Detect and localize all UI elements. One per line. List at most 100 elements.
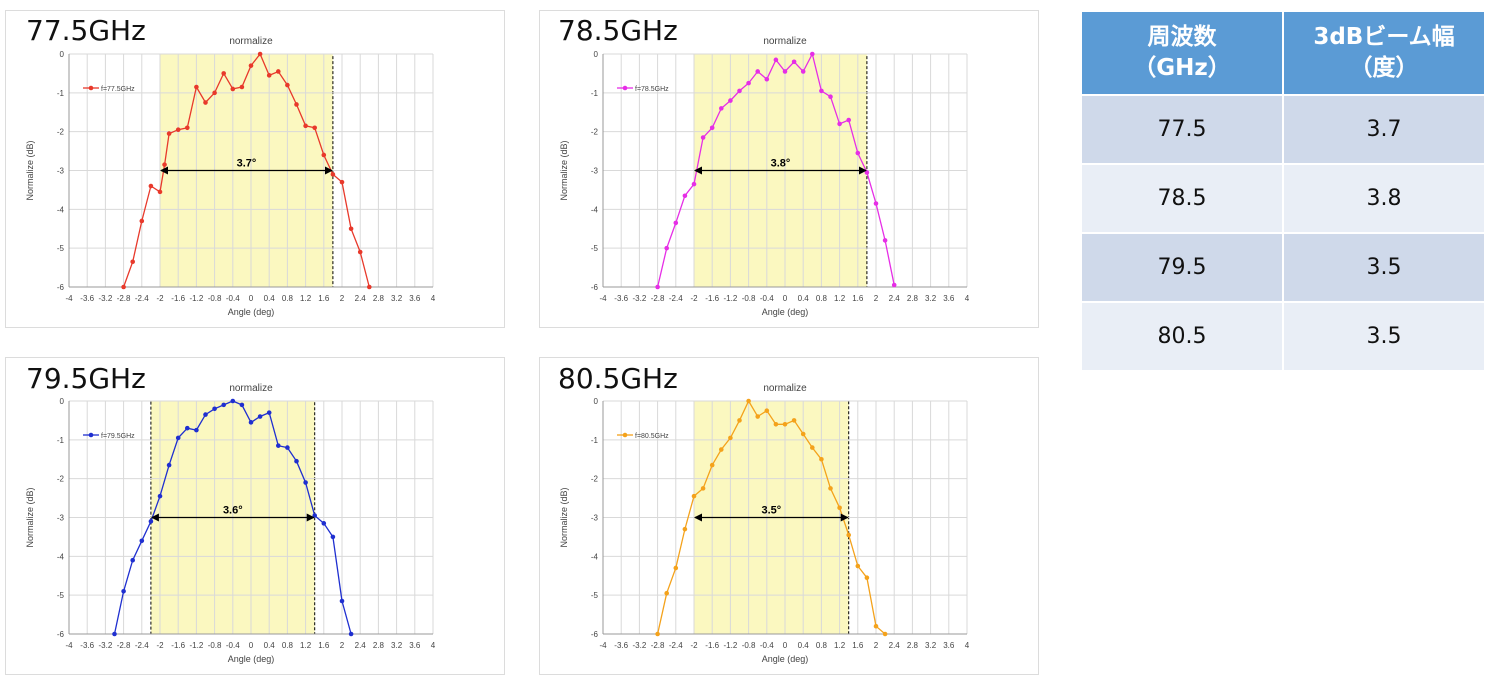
chart-panel-78-5: normalize -4 -3.6 -3.2 -2.8 -2.4 -2 -1.6 -1.2 -0.… <box>539 10 1039 328</box>
y-tick-label: -5 <box>57 244 65 253</box>
x-tick-label: -2.4 <box>135 294 149 303</box>
header-beamwidth: 3dBビーム幅 （度） <box>1282 10 1486 96</box>
x-tick-label: -2 <box>156 294 164 303</box>
x-tick-label: -4 <box>65 294 73 303</box>
data-point <box>882 631 888 637</box>
data-point <box>248 63 254 68</box>
data-point <box>185 125 190 131</box>
x-tick-label: 2.4 <box>889 294 901 303</box>
chart-panel-79-5: normalize -4 -3.6 -3.2 -2.8 -2.4 -2 -1.6 -1.2 -0.… <box>5 357 505 675</box>
x-tick-label: 3.6 <box>943 641 955 650</box>
chart-79-5-frequency-label: 79.5GHz <box>26 362 146 395</box>
data-point <box>700 135 706 140</box>
header-beamwidth-label: 3dBビーム幅 <box>1313 24 1455 50</box>
data-point <box>709 125 715 131</box>
x-tick-label: -3.6 <box>614 641 628 650</box>
x-tick-label: 4 <box>431 294 436 303</box>
y-axis-label: Normalize (dB) <box>559 140 569 200</box>
x-tick-label: 0 <box>249 641 254 650</box>
y-tick-label: -4 <box>57 205 65 214</box>
chart-title: normalize <box>229 383 273 394</box>
y-tick-label: -2 <box>57 128 65 137</box>
data-point <box>266 73 272 78</box>
x-tick-label: -1.2 <box>190 294 204 303</box>
data-point <box>864 575 870 580</box>
data-point <box>655 631 660 637</box>
data-point <box>121 588 126 594</box>
legend-label: f=77.5GHz <box>101 86 135 93</box>
data-point <box>312 125 318 131</box>
data-point <box>203 412 208 417</box>
beamwidth-table: 周波数 （GHz） 3dBビーム幅 （度） 77.5 3.7 78.5 3.8 … <box>1080 10 1486 372</box>
data-point <box>230 86 236 92</box>
chart-80-5-svg: normalize -4 -3.6 -3.2 -2.8 -2.4 -2 -1.6 -1.2 -0.… <box>559 383 970 664</box>
y-tick-label: -5 <box>591 244 599 253</box>
x-tick-label: 2 <box>874 641 879 650</box>
table-cell-beamwidth: 3.5 <box>1282 232 1486 303</box>
data-point <box>728 435 733 441</box>
legend-marker <box>88 85 94 91</box>
y-tick-label: -2 <box>591 128 599 137</box>
x-tick-label: 1.2 <box>300 641 312 650</box>
x-tick-label: 3.2 <box>391 294 403 303</box>
y-tick-label: -2 <box>591 475 599 484</box>
data-point <box>166 462 172 468</box>
legend-marker <box>622 85 628 91</box>
y-tick-label: -6 <box>57 630 65 639</box>
y-tick-label: -6 <box>591 283 599 292</box>
data-point <box>239 84 245 90</box>
data-point <box>773 422 779 427</box>
data-point <box>257 51 263 57</box>
y-tick-label: 0 <box>594 397 599 406</box>
x-tick-label: -2.8 <box>651 294 665 303</box>
data-point <box>162 162 167 167</box>
x-tick-label: 0.8 <box>816 641 828 650</box>
x-tick-label: -0.8 <box>742 641 756 650</box>
x-tick-label: -1.2 <box>724 641 738 650</box>
y-tick-label: -4 <box>591 552 599 561</box>
data-point <box>130 557 135 563</box>
x-tick-label: 0.4 <box>264 294 276 303</box>
chart-title: normalize <box>763 36 807 47</box>
data-point <box>139 538 145 544</box>
data-point <box>285 82 290 88</box>
chart-78-5-svg: normalize -4 -3.6 -3.2 -2.8 -2.4 -2 -1.6 -1.2 -0.… <box>559 36 970 317</box>
x-tick-label: 2.4 <box>355 641 367 650</box>
data-point <box>800 431 806 437</box>
data-point <box>682 526 688 532</box>
x-tick-label: -0.4 <box>760 641 774 650</box>
table-cell-frequency: 79.5 <box>1080 232 1284 303</box>
x-tick-label: -2.4 <box>669 641 683 650</box>
beamwidth-annotation: 3.5° <box>761 505 781 517</box>
x-tick-label: 1.2 <box>834 641 846 650</box>
x-tick-label: 2 <box>874 294 879 303</box>
data-point <box>791 59 797 65</box>
data-point <box>321 521 327 526</box>
x-tick-label: -2.8 <box>651 641 665 650</box>
data-point <box>239 402 245 408</box>
data-point <box>112 631 117 637</box>
table-cell-frequency: 77.5 <box>1080 94 1284 165</box>
data-point <box>276 443 281 448</box>
data-point <box>175 435 181 441</box>
x-tick-label: -3.6 <box>614 294 628 303</box>
beamwidth-annotation: 3.6° <box>223 505 243 517</box>
data-point <box>248 420 254 425</box>
x-tick-label: -4 <box>65 641 73 650</box>
x-tick-label: 0.8 <box>282 294 294 303</box>
chart-title: normalize <box>763 383 807 394</box>
data-point <box>873 623 879 629</box>
data-point <box>673 565 679 571</box>
series-line <box>113 401 352 634</box>
x-tick-label: -0.8 <box>208 641 222 650</box>
chart-79-5-svg: normalize -4 -3.6 -3.2 -2.8 -2.4 -2 -1.6 -1.2 -0.… <box>25 383 436 664</box>
data-point <box>755 69 760 74</box>
data-point <box>664 245 669 251</box>
x-tick-label: -1.6 <box>171 641 185 650</box>
x-tick-label: -4 <box>599 294 607 303</box>
data-point <box>330 172 336 177</box>
table-cell-frequency: 78.5 <box>1080 163 1284 234</box>
legend-label: f=80.5GHz <box>635 433 669 440</box>
x-tick-label: 2 <box>340 294 345 303</box>
x-tick-label: -3.2 <box>633 641 647 650</box>
